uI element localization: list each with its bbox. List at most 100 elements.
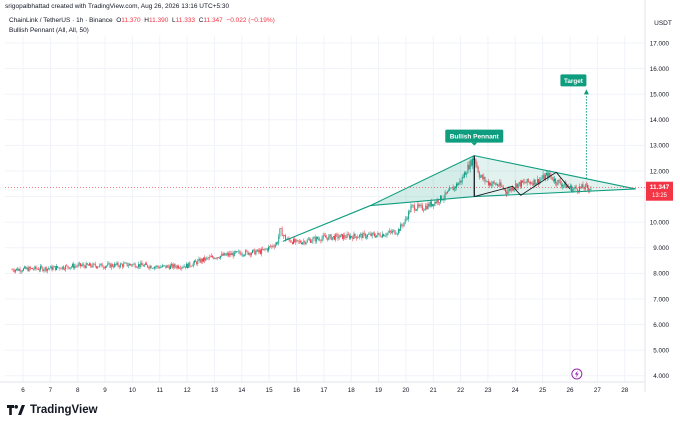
candle-body [585, 184, 587, 186]
candle-body [187, 263, 189, 269]
candle-body [489, 182, 490, 186]
candle-body [413, 205, 415, 211]
candle-body [193, 260, 195, 264]
candle-body [166, 265, 168, 268]
candle-body [525, 182, 527, 184]
x-tick-label: 25 [539, 387, 547, 394]
candle-body [538, 179, 539, 184]
candle-body [583, 188, 585, 190]
candle-body [361, 234, 363, 239]
candle-body [52, 267, 54, 270]
candle-body [103, 267, 105, 269]
candle-body [177, 265, 179, 269]
candle-body [132, 264, 134, 266]
candle-body [547, 173, 549, 178]
last-price-label: 11.347 [650, 184, 670, 191]
candle-body [168, 266, 170, 270]
candle-body [136, 267, 138, 268]
candle-body [550, 176, 552, 177]
candle-body [441, 195, 443, 201]
candle-body [138, 264, 140, 268]
candle-body [491, 183, 493, 186]
x-tick-label: 9 [103, 387, 107, 394]
candle-body [230, 253, 232, 256]
candle-body [115, 263, 117, 265]
candle-body [482, 175, 484, 179]
candle-body [358, 237, 359, 238]
candle-body [490, 182, 492, 186]
candle-body [37, 268, 39, 271]
candle-body [217, 257, 219, 258]
candle-body [559, 180, 561, 184]
candle-body [154, 266, 155, 269]
y-tick-label: 8.000 [653, 271, 669, 278]
candle-body [362, 232, 364, 239]
candle-body [315, 237, 317, 242]
x-tick-label: 22 [457, 387, 465, 394]
candle-body [448, 190, 449, 192]
candle-body [94, 264, 96, 267]
candle-body [373, 233, 375, 236]
candle-body [551, 176, 553, 180]
candle-body [146, 263, 147, 265]
candle-body [442, 199, 444, 201]
candle-body [356, 237, 358, 239]
candle-body [552, 179, 554, 182]
candle-body [100, 263, 102, 265]
candle-body [404, 218, 406, 223]
candle-body [384, 235, 386, 237]
candle-body [108, 263, 110, 264]
candle-body [411, 204, 413, 207]
candle-body [446, 191, 448, 194]
candle-body [500, 182, 502, 187]
candle-body [236, 251, 238, 253]
candle-body [247, 251, 249, 255]
candle-body [319, 238, 321, 241]
open-label: O [116, 17, 122, 24]
candle-body [508, 188, 510, 192]
candle-body [467, 164, 469, 174]
candle-body [347, 234, 349, 236]
candle-body [311, 241, 313, 243]
tradingview-brand[interactable]: TradingView [7, 404, 98, 416]
target-arrowhead [583, 89, 589, 95]
chart-grid [5, 36, 645, 382]
y-tick-label: 14.000 [650, 117, 670, 124]
candle-body [353, 233, 355, 240]
candle-body [379, 234, 381, 237]
candle-body [416, 209, 418, 211]
candle-body [314, 237, 316, 242]
credit-line: srigopalbhattad created with TradingView… [5, 3, 230, 10]
x-tick-label: 26 [566, 387, 574, 394]
pennant-upper-line [474, 155, 636, 190]
candle-body [76, 266, 78, 267]
candle-body [542, 174, 544, 179]
candle-body [468, 164, 470, 170]
candle-body [294, 239, 296, 243]
candle-body [229, 253, 231, 256]
candle-body [144, 263, 146, 265]
candle-body [573, 188, 575, 190]
candle-body [531, 183, 533, 184]
candle-body [81, 265, 83, 267]
candle-body [532, 183, 534, 186]
symbol-name[interactable]: ChainLink / TetherUS · 1h · Binance [9, 17, 113, 24]
candle-body [173, 264, 175, 268]
indicator-legend[interactable]: Bullish Pennant (All, All, 50) [9, 27, 89, 34]
candle-body [28, 267, 30, 272]
x-tick-label: 7 [49, 387, 53, 394]
candle-body [298, 241, 300, 242]
candle-body [208, 256, 210, 259]
candle-body [342, 234, 343, 239]
candle-body [87, 264, 89, 266]
x-tick-label: 19 [375, 387, 383, 394]
candle-body [350, 236, 351, 239]
candle-body [289, 239, 291, 242]
candle-body [273, 246, 275, 248]
candle-body [69, 267, 71, 269]
candle-body [156, 265, 158, 267]
candle-body [263, 248, 265, 250]
candle-body [302, 242, 304, 245]
candle-body [58, 267, 60, 269]
